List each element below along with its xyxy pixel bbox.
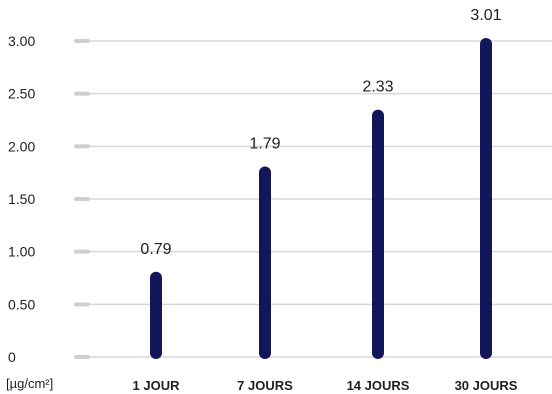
y-tick-label: 0 — [8, 349, 16, 365]
bar-value-label: 2.33 — [362, 79, 393, 96]
y-tick-label: 2.00 — [8, 138, 35, 154]
y-tick-label: 0.50 — [8, 296, 35, 312]
bar-value-label: 0.79 — [140, 241, 171, 258]
value-labels: 0.79 1.79 2.33 3.01 — [140, 7, 501, 258]
bars — [150, 37, 492, 359]
bar-value-label: 3.01 — [470, 7, 501, 24]
x-tick-label: 14 JOURS — [347, 378, 410, 393]
bar-value-label: 1.79 — [249, 135, 280, 152]
x-tick-label: 1 JOUR — [133, 378, 181, 393]
y-axis-unit-label: [µg/cm²] — [6, 376, 53, 391]
x-tick-label: 7 JOURS — [237, 378, 293, 393]
y-tick-label: 1.00 — [8, 244, 35, 260]
y-tick-label: 1.50 — [8, 191, 35, 207]
y-tick-label: 3.00 — [8, 33, 35, 49]
x-tick-label: 30 JOURS — [455, 378, 518, 393]
x-axis-labels: 1 JOUR 7 JOURS 14 JOURS 30 JOURS — [133, 378, 518, 393]
y-tick-label: 2.50 — [8, 86, 35, 102]
y-axis-ticks: 0 0.50 1.00 1.50 2.00 2.50 3.00 — [8, 33, 90, 365]
